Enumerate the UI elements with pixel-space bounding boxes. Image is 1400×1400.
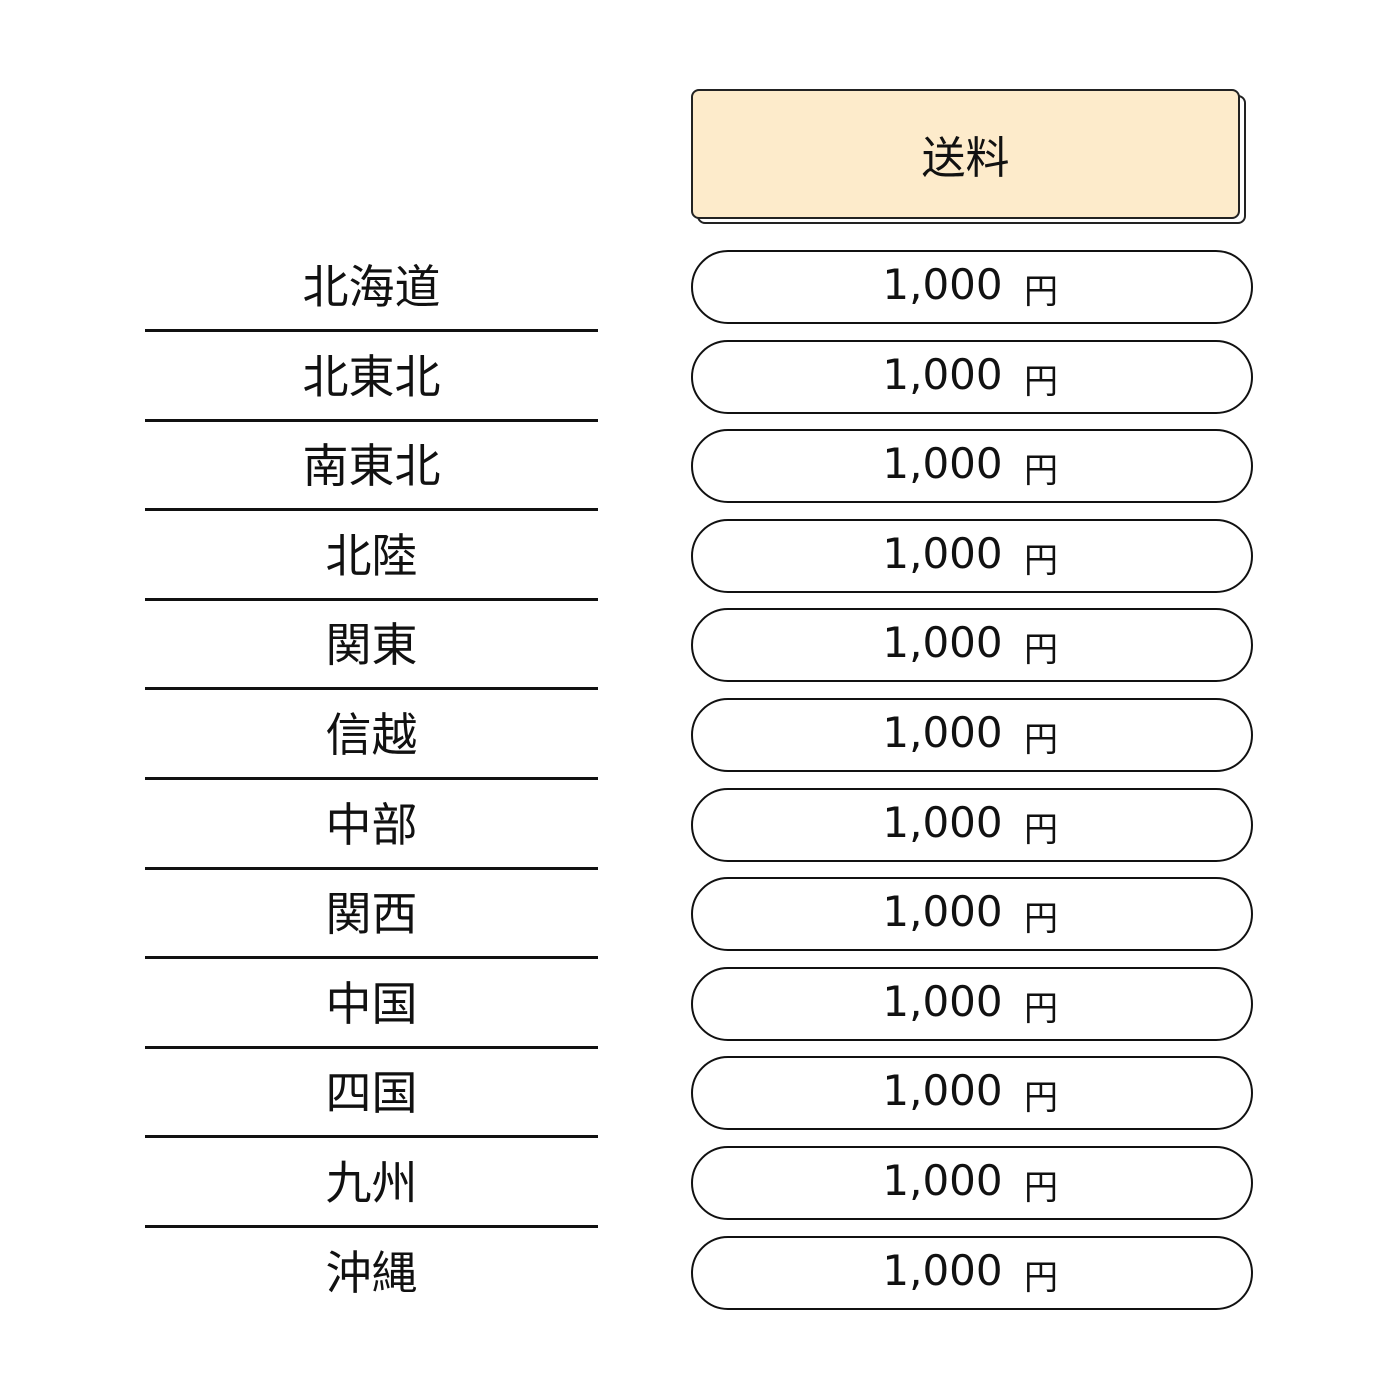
price-value: 1,000 — [882, 260, 1003, 309]
header-title: 送料 — [921, 133, 1010, 184]
price-unit: 円 — [1024, 1168, 1058, 1208]
row-divider — [145, 1045, 598, 1049]
price-cell — [691, 1146, 1253, 1220]
price-unit: 円 — [1024, 720, 1058, 760]
row-divider — [145, 1135, 598, 1139]
price-value: 1,000 — [882, 887, 1003, 937]
row-divider — [145, 418, 598, 422]
row-divider — [145, 956, 598, 960]
region-label: 九州 — [325, 1156, 418, 1210]
price-value: 1,000 — [882, 618, 1003, 668]
row-divider — [145, 329, 598, 332]
price-value: 1,000 — [882, 1156, 1003, 1205]
price-unit: 円 — [1024, 809, 1058, 850]
price-cell — [691, 877, 1253, 952]
price-value: 1,000 — [882, 708, 1003, 757]
price-cell — [691, 608, 1253, 683]
price-value: 1,000 — [882, 1066, 1003, 1116]
price-unit: 円 — [1024, 361, 1058, 402]
row-divider — [145, 597, 598, 601]
price-unit: 円 — [1024, 540, 1058, 581]
price-cell — [691, 518, 1253, 593]
price-value: 1,000 — [882, 349, 1003, 399]
price-cell — [691, 698, 1253, 772]
price-value: 1,000 — [882, 976, 1003, 1026]
row-divider — [145, 866, 598, 870]
price-unit: 円 — [1024, 899, 1058, 940]
price-value: 1,000 — [882, 528, 1003, 578]
price-value: 1,000 — [882, 1245, 1003, 1295]
price-unit: 円 — [1024, 1078, 1058, 1119]
price-value: 1,000 — [882, 439, 1003, 489]
region-label: 沖縄 — [325, 1245, 418, 1300]
price-cell — [691, 1056, 1253, 1131]
row-divider — [145, 1225, 598, 1228]
region-label: 北海道 — [302, 260, 441, 314]
price-unit: 円 — [1024, 451, 1058, 492]
price-unit: 円 — [1024, 272, 1058, 312]
region-label: 中国 — [325, 976, 418, 1031]
region-label: 南東北 — [302, 439, 441, 494]
region-label: 信越 — [325, 708, 418, 762]
price-unit: 円 — [1024, 1257, 1058, 1298]
region-label: 関西 — [325, 887, 418, 942]
region-label: 北東北 — [302, 349, 441, 404]
region-label: 関東 — [325, 618, 418, 673]
price-cell — [691, 429, 1253, 504]
price-cell — [691, 1235, 1253, 1310]
price-cell — [691, 339, 1253, 414]
header-cell: 送料 — [691, 89, 1240, 219]
row-divider — [145, 508, 598, 512]
region-label: 四国 — [325, 1066, 418, 1121]
price-unit: 円 — [1024, 988, 1058, 1029]
row-divider — [145, 687, 598, 691]
region-label: 北陸 — [325, 528, 418, 583]
price-value: 1,000 — [882, 797, 1003, 847]
price-cell — [691, 787, 1253, 862]
price-cell — [691, 966, 1253, 1041]
price-unit: 円 — [1024, 630, 1058, 671]
price-cell — [691, 250, 1253, 324]
row-divider — [145, 777, 598, 780]
region-label: 中部 — [325, 797, 418, 852]
